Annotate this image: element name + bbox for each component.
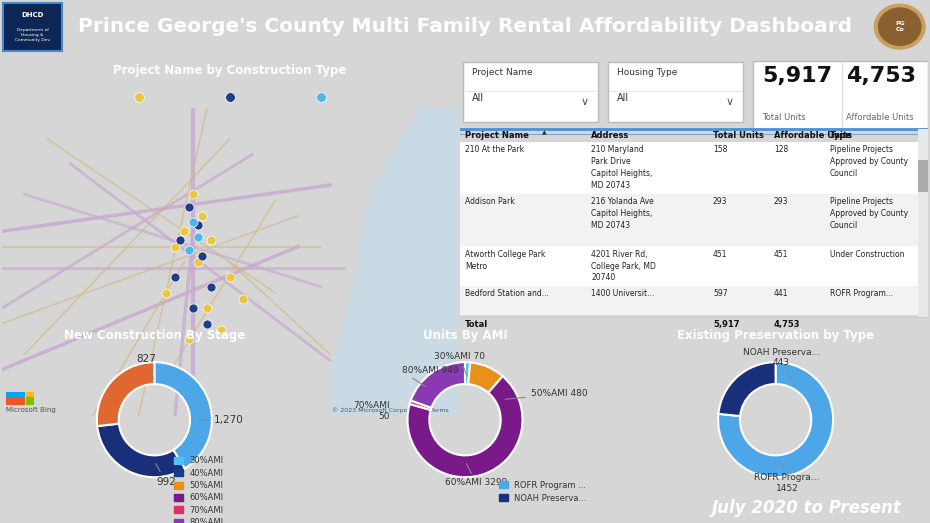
Text: 210 Maryland
Park Drive
Capitol Heights,
MD 20743: 210 Maryland Park Drive Capitol Heights,… [591,145,653,189]
Text: 293: 293 [713,198,727,207]
Bar [918,160,928,192]
Text: 210 At the Park: 210 At the Park [465,145,525,154]
Text: ROFR Progra...
1452: ROFR Progra... 1452 [754,464,820,493]
Text: PG
Co: PG Co [895,21,905,32]
Bar [25,392,33,397]
Wedge shape [465,362,471,384]
Wedge shape [718,362,833,477]
Text: Atworth College Park
Metro: Atworth College Park Metro [465,250,545,270]
Text: All: All [472,93,485,103]
Text: NOAH Preserva...
443: NOAH Preserva... 443 [743,348,820,380]
Text: Bedford Station and...: Bedford Station and... [465,290,549,299]
Bar [460,194,928,248]
Text: 80%AMI 949: 80%AMI 949 [402,366,458,376]
Text: Housing Type: Housing Type [618,67,677,76]
Text: Addison Park: Addison Park [465,198,515,207]
Text: Project Name: Project Name [465,131,529,140]
Text: Pipeline Projects
Approved by County
Council: Pipeline Projects Approved by County Cou… [830,145,908,178]
Bar [25,397,33,405]
Text: Department of
Housing &
Community Dev.: Department of Housing & Community Dev. [15,28,50,41]
Text: 216 Yolanda Ave
Capitol Heights,
MD 20743: 216 Yolanda Ave Capitol Heights, MD 2074… [591,198,654,230]
Text: Existing Preservation by Type: Existing Preservation by Type [677,329,874,342]
Text: 5,917: 5,917 [713,320,739,329]
Text: 70%AMI
50: 70%AMI 50 [353,401,391,421]
FancyBboxPatch shape [607,62,743,122]
Text: 50%AMI 480: 50%AMI 480 [505,389,588,399]
Text: Project Name by Construction Type: Project Name by Construction Type [113,64,346,76]
Text: New Construction By Stage: New Construction By Stage [64,329,245,342]
Text: All: All [618,93,630,103]
Text: 441: 441 [774,290,789,299]
Text: © 2023 Microsoft Corporation  Terms: © 2023 Microsoft Corporation Terms [332,407,448,413]
Wedge shape [718,362,776,416]
Bar [918,129,928,316]
Text: Project Name: Project Name [472,67,533,76]
Text: 451: 451 [713,250,727,259]
Text: Pipeline Projects
Approved by County
Council: Pipeline Projects Approved by County Cou… [830,198,908,230]
Wedge shape [154,362,212,469]
Text: 30%AMI 70: 30%AMI 70 [433,352,485,376]
Text: Total Units: Total Units [762,112,805,122]
Text: 4201 River Rd,
College Park, MD
20740: 4201 River Rd, College Park, MD 20740 [591,250,657,282]
Wedge shape [409,401,432,410]
Text: Total: Total [465,320,488,329]
FancyBboxPatch shape [463,62,598,122]
FancyBboxPatch shape [752,61,928,129]
Text: Under Construction: Under Construction [830,250,904,259]
Bar [7,397,24,405]
Text: 158: 158 [713,145,727,154]
Text: 60%AMI 3299: 60%AMI 3299 [445,463,508,487]
Text: 4,753: 4,753 [846,66,916,86]
Wedge shape [407,376,523,477]
Text: 128: 128 [774,145,788,154]
Circle shape [879,8,921,46]
Legend: 30%AMI, 40%AMI, 50%AMI, 60%AMI, 70%AMI, 80%AMI: 30%AMI, 40%AMI, 50%AMI, 60%AMI, 70%AMI, … [174,456,223,523]
Text: 451: 451 [774,250,789,259]
Text: ∨: ∨ [726,97,734,107]
Text: 827: 827 [136,354,155,378]
Text: Affordable Units: Affordable Units [846,112,914,122]
Text: Microsoft Bing: Microsoft Bing [7,407,56,413]
Text: Total Units: Total Units [713,131,764,140]
Bar [460,286,928,315]
Legend: ROFR Program ..., NOAH Preserva...: ROFR Program ..., NOAH Preserva... [499,481,587,503]
Text: 4,753: 4,753 [774,320,801,329]
Polygon shape [330,108,458,416]
Text: July 2020 to Present: July 2020 to Present [712,499,902,517]
Bar [460,142,928,196]
Bar [460,246,928,286]
Text: ∨: ∨ [581,97,589,107]
Wedge shape [411,362,465,408]
Text: Type: Type [830,131,852,140]
Text: Units By AMI: Units By AMI [422,329,508,342]
Text: 1400 Universit...: 1400 Universit... [591,290,655,299]
Text: Address: Address [591,131,630,140]
Wedge shape [97,362,154,426]
Text: 597: 597 [713,290,727,299]
Bar [7,392,24,397]
Text: 293: 293 [774,198,789,207]
Circle shape [874,4,925,49]
Wedge shape [468,362,502,393]
Text: 992: 992 [155,463,176,487]
Text: Affordable Units: Affordable Units [774,131,852,140]
Text: 5,917: 5,917 [762,66,832,86]
Wedge shape [98,424,185,477]
Text: ▲: ▲ [542,131,547,135]
Text: ROFR Program...: ROFR Program... [830,290,893,299]
Text: 1,270: 1,270 [199,415,244,425]
Text: DHCD: DHCD [21,12,44,18]
Text: Prince George's County Multi Family Rental Affordability Dashboard: Prince George's County Multi Family Rent… [78,17,852,36]
